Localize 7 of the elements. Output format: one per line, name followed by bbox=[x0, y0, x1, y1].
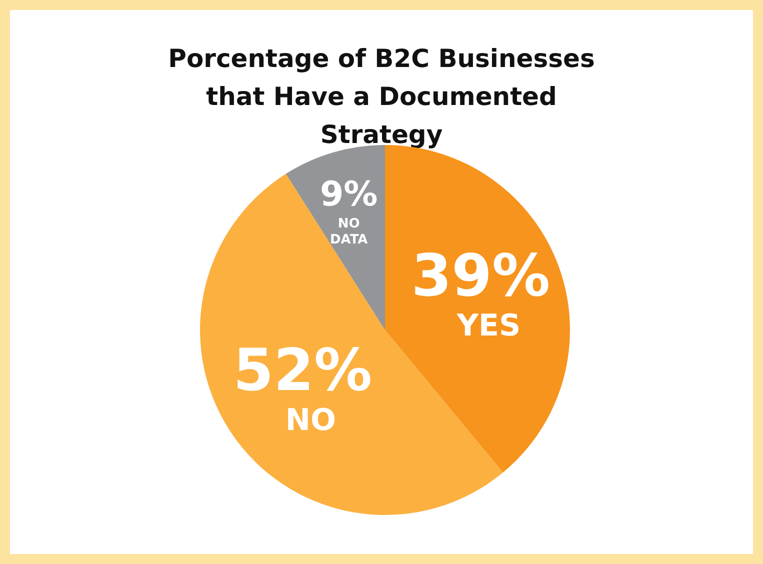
data-label: 52% bbox=[233, 336, 372, 404]
data-label: 39% bbox=[411, 242, 550, 310]
slice-label: NO bbox=[285, 402, 336, 438]
data-label: 9% bbox=[320, 174, 378, 215]
chart-title: Porcentage of B2C Businesses that Have a Documented Strategy bbox=[167, 43, 596, 151]
slice-label: NO DATA bbox=[330, 216, 368, 248]
slice-label: YES bbox=[456, 308, 521, 344]
